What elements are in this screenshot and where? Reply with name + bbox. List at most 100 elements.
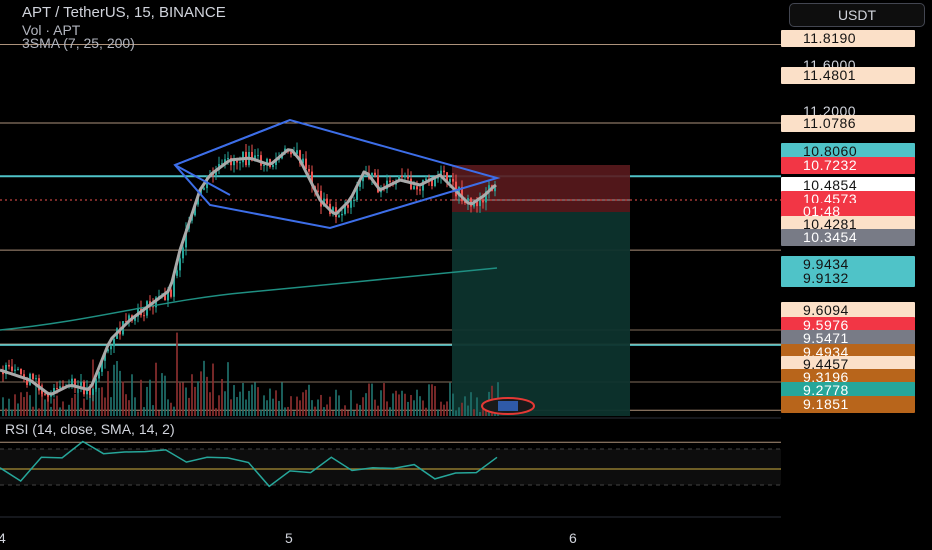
candle-body bbox=[152, 305, 154, 308]
volume-bar bbox=[419, 396, 421, 416]
volume-bar bbox=[53, 398, 55, 416]
volume-bar bbox=[410, 394, 412, 416]
candle-body bbox=[404, 176, 406, 178]
price-label: 9.6094 bbox=[781, 302, 915, 319]
price-label: 11.8190 bbox=[781, 30, 915, 47]
volume-bar bbox=[377, 405, 379, 416]
candle-body bbox=[203, 188, 205, 190]
currency-button[interactable]: USDT bbox=[789, 3, 925, 27]
volume-bar bbox=[251, 384, 253, 416]
volume-bar bbox=[212, 363, 214, 416]
volume-bar bbox=[257, 387, 259, 416]
volume-bar bbox=[440, 401, 442, 416]
volume-bar bbox=[89, 391, 91, 416]
candle-body bbox=[59, 386, 61, 389]
volume-bar bbox=[272, 398, 274, 416]
candle-body bbox=[350, 200, 352, 208]
volume-bar bbox=[404, 393, 406, 416]
price-label: 11.4801 bbox=[781, 67, 915, 84]
volume-bar bbox=[287, 406, 289, 416]
candle-body bbox=[308, 169, 310, 172]
volume-bar bbox=[221, 378, 223, 416]
price-label: 9.5976 bbox=[781, 317, 915, 334]
candle-body bbox=[461, 186, 463, 202]
candle-body bbox=[239, 162, 241, 164]
volume-bar bbox=[206, 376, 208, 416]
candle-body bbox=[416, 186, 418, 190]
volume-bar bbox=[29, 395, 31, 416]
candle-body bbox=[389, 180, 391, 182]
candle-body bbox=[266, 158, 268, 166]
volume-bar bbox=[437, 409, 439, 416]
volume-bar bbox=[14, 394, 16, 416]
volume-bar bbox=[449, 382, 451, 416]
rsi-background bbox=[0, 449, 781, 485]
volume-bar bbox=[95, 387, 97, 416]
volume-bar bbox=[74, 393, 76, 416]
candle-body bbox=[398, 175, 400, 181]
volume-bar bbox=[194, 386, 196, 416]
volume-bar bbox=[119, 370, 121, 416]
volume-bar bbox=[416, 389, 418, 416]
candle-body bbox=[224, 159, 226, 164]
volume-bar bbox=[38, 408, 40, 416]
candle-body bbox=[332, 207, 334, 215]
candle-body bbox=[125, 321, 127, 323]
candle-body bbox=[215, 169, 217, 175]
candle-body bbox=[317, 190, 319, 192]
volume-bar bbox=[152, 405, 154, 416]
candle-body bbox=[347, 204, 349, 208]
price-label: 9.2778 bbox=[781, 382, 915, 399]
volume-bar bbox=[359, 405, 361, 416]
candle-body bbox=[179, 258, 181, 271]
candle-body bbox=[200, 189, 202, 195]
candle-body bbox=[359, 181, 361, 187]
candle-body bbox=[449, 178, 451, 183]
volume-bar bbox=[371, 383, 373, 416]
candle-body bbox=[251, 152, 253, 161]
price-label: 9.4457 bbox=[781, 356, 915, 373]
volume-bar bbox=[197, 381, 199, 416]
rsi-legend[interactable]: RSI (14, close, SMA, 14, 2) bbox=[5, 421, 175, 437]
candle-body bbox=[476, 200, 478, 207]
candle-body bbox=[98, 371, 100, 379]
candle-body bbox=[452, 178, 454, 182]
volume-bar bbox=[335, 389, 337, 416]
volume-bar bbox=[68, 404, 70, 416]
volume-bar bbox=[332, 411, 334, 416]
volume-bar bbox=[188, 397, 190, 416]
volume-bar bbox=[26, 391, 28, 416]
price-label: 9.9132 bbox=[781, 270, 915, 287]
volume-bar bbox=[452, 393, 454, 416]
pattern-line bbox=[174, 119, 291, 166]
candle-body bbox=[113, 338, 115, 347]
candle-body bbox=[419, 189, 421, 191]
volume-bar bbox=[134, 397, 136, 416]
candle-body bbox=[338, 215, 340, 217]
volume-bar bbox=[266, 400, 268, 416]
volume-legend[interactable]: Vol · APT bbox=[22, 22, 81, 38]
candle-body bbox=[95, 378, 97, 390]
volume-bar bbox=[86, 410, 88, 416]
price-label: 9.3196 bbox=[781, 369, 915, 386]
volume-bar bbox=[230, 399, 232, 416]
volume-bar bbox=[8, 398, 10, 416]
candle-body bbox=[446, 172, 448, 183]
volume-bar bbox=[65, 409, 67, 416]
volume-bar bbox=[260, 409, 262, 416]
candle-body bbox=[311, 171, 313, 187]
candle-body bbox=[494, 187, 496, 192]
volume-bar bbox=[473, 409, 475, 416]
price-label: 11.0786 bbox=[781, 115, 915, 132]
volume-bar bbox=[167, 399, 169, 416]
volume-bar bbox=[395, 390, 397, 416]
symbol-legend[interactable]: APT / TetherUS, 15, BINANCE bbox=[22, 4, 226, 21]
volume-bar bbox=[290, 396, 292, 416]
moving-average-legend[interactable]: 3SMA (7, 25, 200) bbox=[22, 35, 135, 51]
volume-bar bbox=[128, 400, 130, 416]
volume-bar bbox=[281, 382, 283, 416]
volume-bar bbox=[203, 360, 205, 416]
candle-body bbox=[482, 200, 484, 203]
volume-bar bbox=[278, 400, 280, 416]
